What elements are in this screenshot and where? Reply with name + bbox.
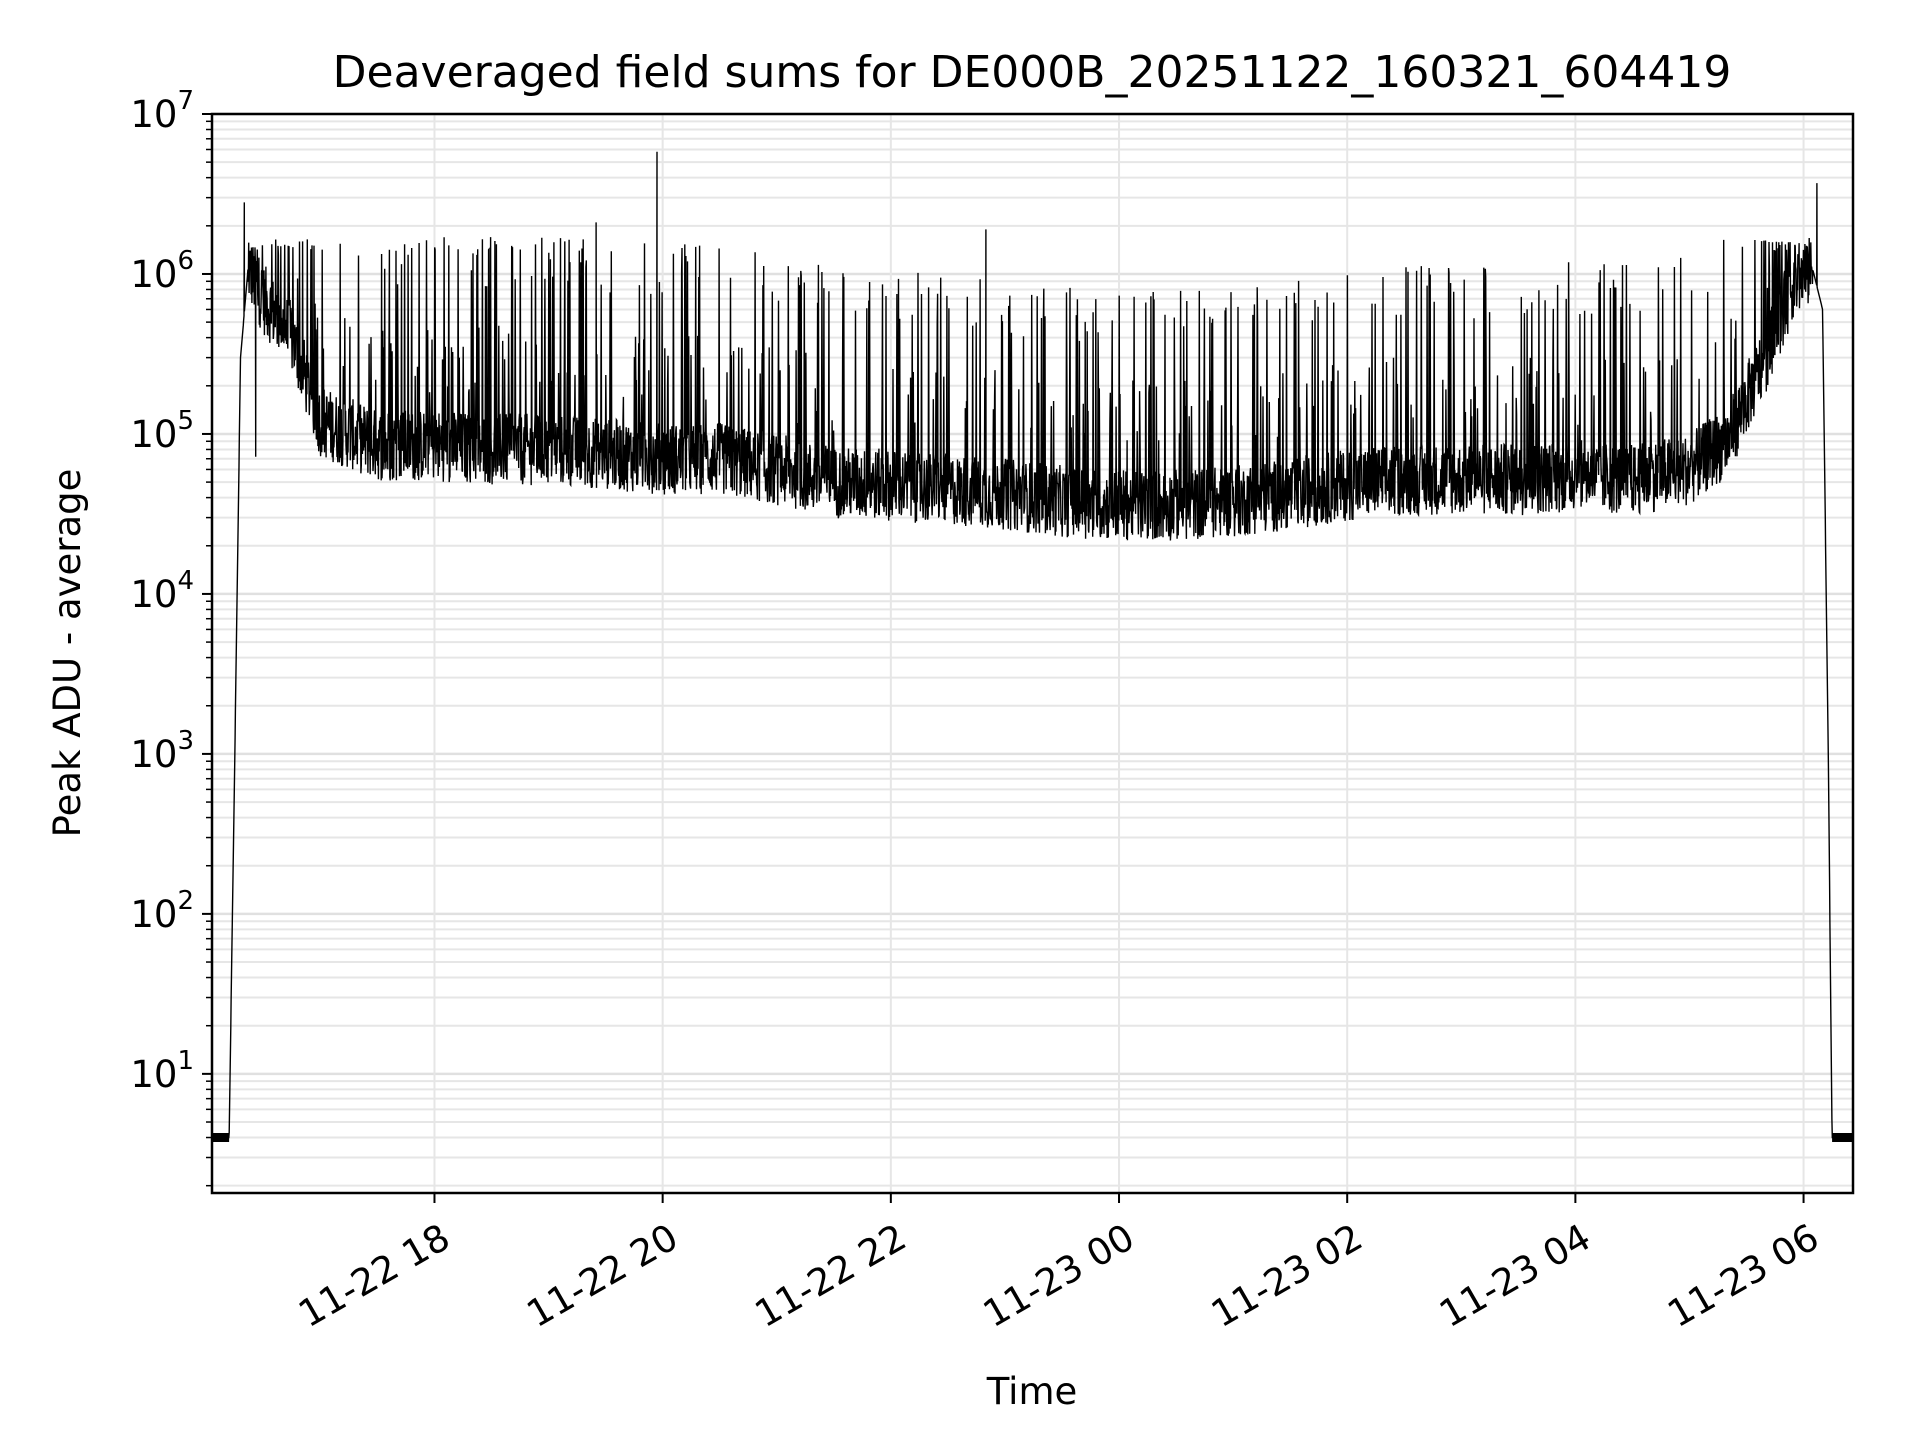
series-layer [212,151,1853,1143]
y-axis-label: Peak ADU - average [46,469,89,838]
y-tick-label: 104 [130,566,194,616]
x-axis-label: Time [986,1370,1078,1413]
chart-title: Deaveraged field sums for DE000B_2025112… [333,47,1732,98]
y-tick-label: 106 [130,246,194,296]
series-line [212,151,1853,1139]
y-tick-label: 102 [130,886,194,936]
plot-frame [210,112,1855,1195]
y-tick-label: 103 [130,726,194,776]
y-tick-label: 107 [130,86,194,136]
y-tick-label: 105 [130,406,194,456]
y-tick-label: 101 [130,1046,194,1096]
